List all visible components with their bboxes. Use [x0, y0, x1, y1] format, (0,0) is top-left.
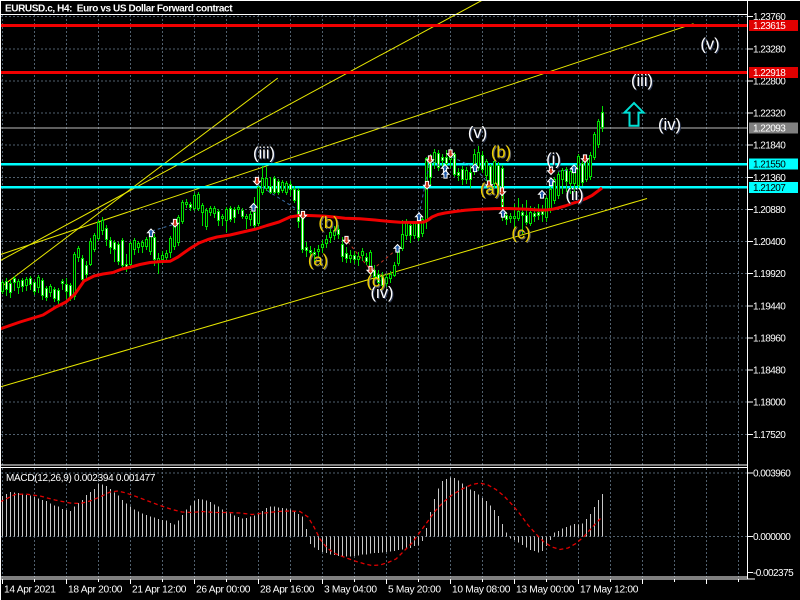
svg-text:(a): (a)	[308, 252, 328, 270]
svg-text:1.23280: 1.23280	[753, 44, 786, 55]
svg-text:1.21550: 1.21550	[753, 160, 786, 171]
svg-text:1.21360: 1.21360	[753, 173, 786, 184]
svg-text:5 May 20:00: 5 May 20:00	[388, 585, 441, 596]
svg-text:1.22800: 1.22800	[753, 76, 786, 87]
svg-text:26 Apr 00:00: 26 Apr 00:00	[196, 585, 251, 596]
svg-text:13 May 00:00: 13 May 00:00	[516, 585, 575, 596]
svg-text:(iii): (iii)	[253, 145, 275, 163]
svg-text:17 May 12:00: 17 May 12:00	[580, 585, 639, 596]
svg-text:(v): (v)	[468, 124, 487, 142]
svg-text:0.000000: 0.000000	[753, 532, 791, 543]
svg-text:1.23760: 1.23760	[753, 12, 786, 23]
svg-text:1.19920: 1.19920	[753, 269, 786, 280]
svg-text:1.22918: 1.22918	[753, 68, 786, 79]
svg-text:1.20400: 1.20400	[753, 237, 786, 248]
svg-text:1.21840: 1.21840	[753, 141, 786, 152]
svg-text:0.003960: 0.003960	[753, 469, 791, 480]
svg-text:(ii): (ii)	[565, 186, 583, 204]
svg-text:1.22093: 1.22093	[753, 124, 786, 135]
svg-text:1.19440: 1.19440	[753, 301, 786, 312]
svg-text:(iii): (iii)	[631, 72, 653, 90]
svg-text:(a): (a)	[480, 181, 500, 199]
svg-text:1.22320: 1.22320	[753, 109, 786, 120]
svg-text:14 Apr 2021: 14 Apr 2021	[4, 585, 56, 596]
svg-text:1.17520: 1.17520	[753, 430, 786, 441]
svg-text:1.18960: 1.18960	[753, 333, 786, 344]
svg-text:1.23615: 1.23615	[753, 21, 786, 32]
svg-text:1.21207: 1.21207	[753, 183, 786, 194]
svg-text:EURUSD.c, H4: Euro vs US Doll: EURUSD.c, H4: Euro vs US Dollar Forward …	[5, 4, 233, 15]
svg-text:(c): (c)	[511, 225, 530, 243]
svg-text:21 Apr 12:00: 21 Apr 12:00	[132, 585, 187, 596]
svg-text:1.20880: 1.20880	[753, 205, 786, 216]
svg-text:3 May 04:00: 3 May 04:00	[324, 585, 377, 596]
svg-text:(c): (c)	[366, 273, 385, 291]
svg-text:1.18480: 1.18480	[753, 366, 786, 377]
svg-text:(b): (b)	[491, 144, 511, 162]
svg-text:(i): (i)	[546, 151, 561, 169]
svg-text:28 Apr 16:00: 28 Apr 16:00	[260, 585, 315, 596]
svg-text:(iv): (iv)	[658, 116, 681, 134]
svg-text:-0.002375: -0.002375	[753, 568, 794, 579]
svg-text:18 Apr 20:00: 18 Apr 20:00	[68, 585, 123, 596]
svg-text:(b): (b)	[318, 214, 338, 232]
svg-text:10 May 08:00: 10 May 08:00	[452, 585, 511, 596]
svg-text:(iv): (iv)	[371, 284, 394, 302]
svg-text:(v): (v)	[700, 36, 719, 54]
svg-text:1.18000: 1.18000	[753, 398, 786, 409]
svg-text:MACD(12,26,9) 0.002394 0.00147: MACD(12,26,9) 0.002394 0.001477	[6, 473, 156, 484]
